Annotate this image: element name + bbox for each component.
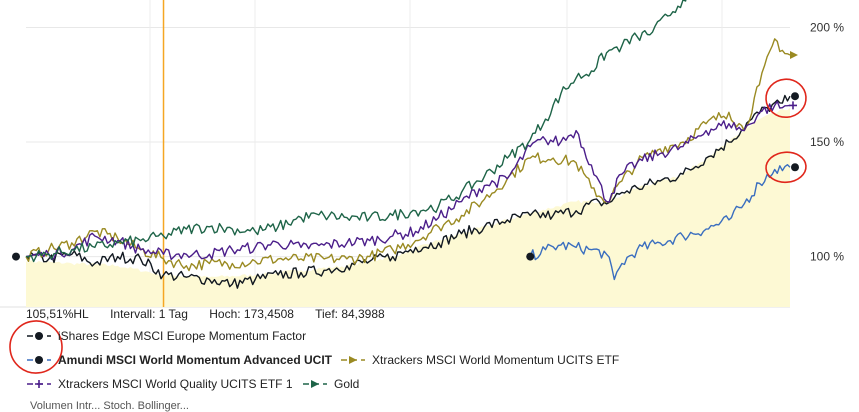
annotation-oval-lower [765,151,807,184]
y-tick-label: 200 % [810,20,844,34]
y-tick-label: 150 % [810,135,844,149]
series-line-0[interactable] [25,94,791,289]
series-end-dot-0 [791,92,799,101]
high-readout: Hoch: 173,4508 [209,307,294,321]
legend-label: iShares Edge MSCI Europe Momentum Factor [58,329,307,343]
legend-row: Amundi MSCI World Momentum Advanced UCIT… [0,351,859,369]
annotation-oval-upper [765,78,807,119]
low-readout: Tief: 84,3988 [315,307,385,321]
series-line-1[interactable] [529,164,791,281]
series-line-4[interactable] [25,0,691,263]
legend-label: Xtrackers MSCI World Momentum UCITS ETF [372,353,620,367]
hl-readout: 105,51%HL [26,307,89,321]
legend-label: Xtrackers MSCI World Quality UCITS ETF 1 [58,377,293,391]
legend-item-4[interactable]: Gold [302,375,359,393]
legend-item-3[interactable]: Xtrackers MSCI World Quality UCITS ETF 1 [26,375,293,393]
legend-label: Amundi MSCI World Momentum Advanced UCIT [58,353,333,367]
legend-row: Xtrackers MSCI World Quality UCITS ETF 1… [0,375,859,393]
series-start-dot-1 [526,252,535,261]
info-bar: 105,51%HL Intervall: 1 Tag Hoch: 173,450… [26,307,403,321]
series-layer [12,0,799,289]
legend-swatch [27,356,51,364]
legend-swatch [27,332,51,340]
series-end-dot-1 [791,163,799,172]
legend-item-1[interactable]: Amundi MSCI World Momentum Advanced UCIT [26,351,332,369]
series-start-dot-0 [12,252,20,261]
interval-readout[interactable]: Intervall: 1 Tag [110,307,188,321]
annotation-oval-legend [9,320,63,374]
legend-swatch [303,380,327,388]
area-fill [26,107,790,307]
legend-item-0[interactable]: iShares Edge MSCI Europe Momentum Factor [26,327,306,345]
annotation-layer [9,78,807,374]
series-end-arrow-2 [790,50,798,59]
y-tick-label: 100 % [810,250,844,264]
legend-row: iShares Edge MSCI Europe Momentum Factor [0,327,859,345]
y-axis-ticks: 100 % 150 % 200 % [810,20,844,263]
series-line-3[interactable] [25,100,791,261]
legend-swatch [27,380,51,388]
legend-item-2[interactable]: Xtrackers MSCI World Momentum UCITS ETF [340,351,619,369]
legend-label: Gold [334,377,360,391]
indicator-bar[interactable]: Volumen Intr... Stoch. Bollinger... [30,400,189,412]
legend-swatch [341,356,365,364]
series-end-plus-3 [789,101,797,110]
